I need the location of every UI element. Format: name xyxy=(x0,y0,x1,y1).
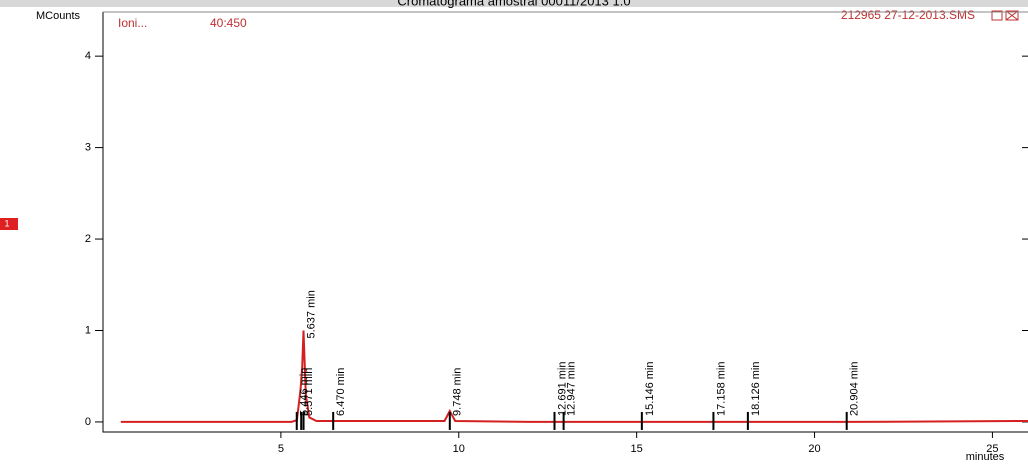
peak-label: 12.947 min xyxy=(566,362,578,416)
restore-icon[interactable] xyxy=(991,10,1003,21)
side-marker: 1 xyxy=(4,218,9,228)
peak-label: 5.571 min xyxy=(303,368,315,416)
peak-label: 17.158 min xyxy=(715,362,727,416)
x-tick-label: 5 xyxy=(278,443,284,455)
peak-label: 5.637 min xyxy=(305,290,317,338)
close-icon[interactable] xyxy=(1005,10,1019,21)
file-name: 212965 27-12-2013.SMS xyxy=(841,8,975,22)
peak-label: 9.748 min xyxy=(452,368,464,416)
y-tick-label: 2 xyxy=(85,233,91,245)
ion-label: Ioni... xyxy=(118,16,147,30)
peak-label: 18.126 min xyxy=(750,362,762,416)
mass-range: 40:450 xyxy=(210,16,247,30)
y-tick-label: 1 xyxy=(85,324,91,336)
series-line xyxy=(120,330,1028,423)
y-axis-label: MCounts xyxy=(36,10,81,22)
axes xyxy=(102,12,1028,433)
y-tick-label: 3 xyxy=(85,142,91,154)
chart-title: Cromatograma amostral 00011/2013 1.0 xyxy=(397,0,630,8)
peak-label: 15.146 min xyxy=(644,362,656,416)
peak-label: 6.470 min xyxy=(335,368,347,416)
title-bar xyxy=(0,0,1028,7)
peak-label: 5.446 min xyxy=(299,368,311,416)
x-tick-label: 15 xyxy=(631,443,643,455)
x-tick-label: 25 xyxy=(986,443,998,455)
side-marker-box xyxy=(0,218,18,230)
x-tick-label: 20 xyxy=(808,443,820,455)
x-axis-label: minutes xyxy=(966,451,1005,463)
peak-label: 20.904 min xyxy=(849,362,861,416)
y-tick-label: 4 xyxy=(85,50,91,62)
x-tick-label: 10 xyxy=(453,443,465,455)
y-tick-label: 0 xyxy=(85,416,91,428)
peak-label: 12.691 min xyxy=(556,362,568,416)
